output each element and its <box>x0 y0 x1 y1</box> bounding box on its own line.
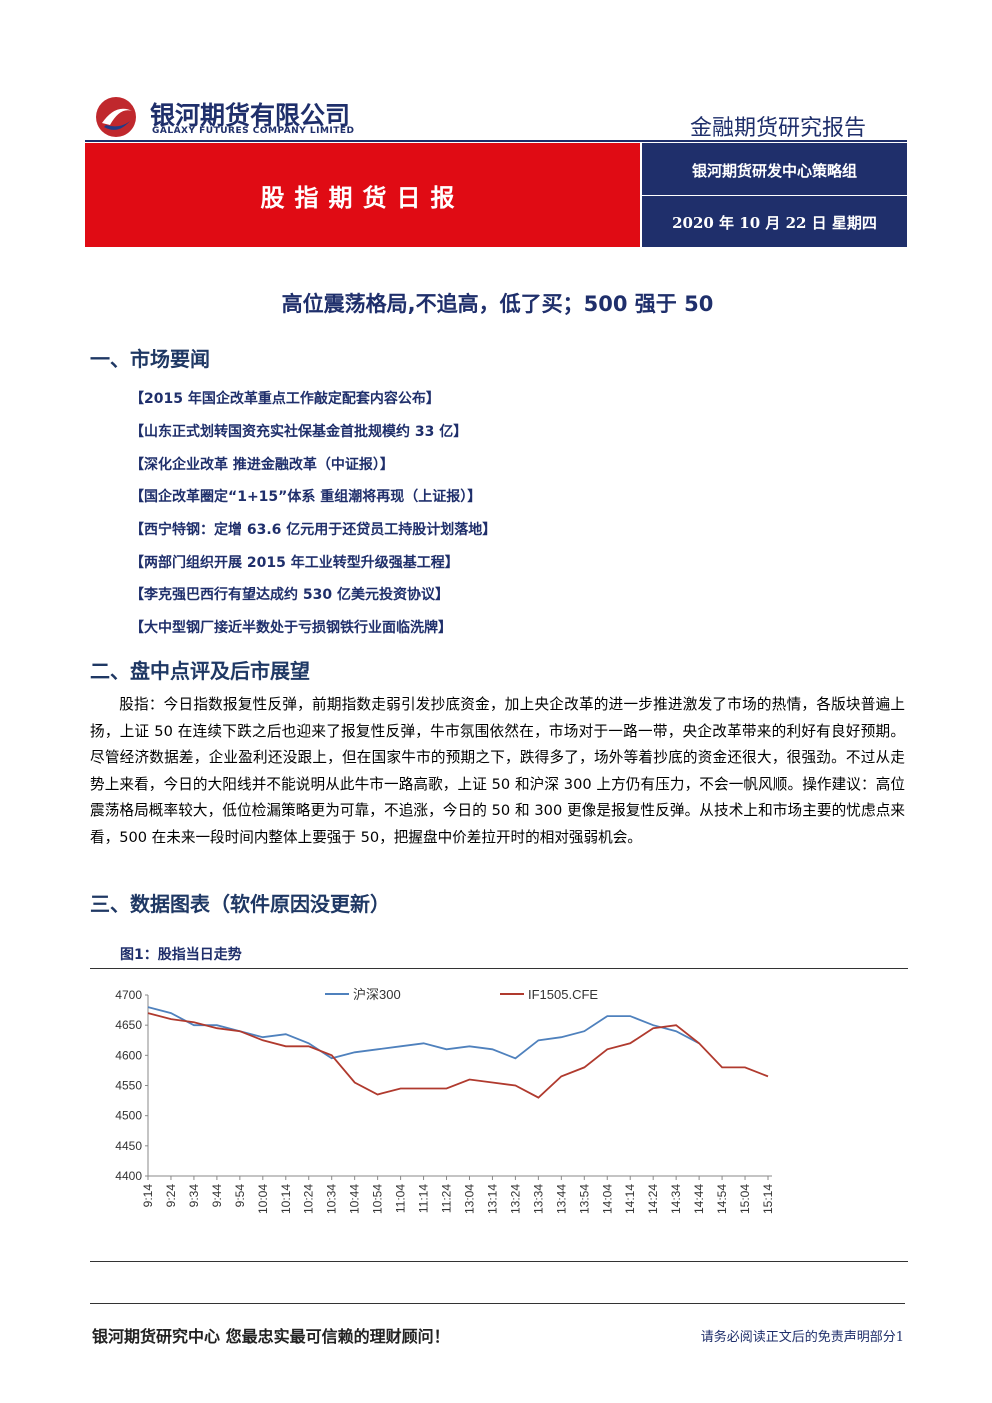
news-item: 【两部门组织开展 2015 年工业转型升级强基工程】 <box>130 555 459 571</box>
y-tick-label: 4500 <box>115 1109 142 1123</box>
y-tick-label: 4550 <box>115 1079 142 1093</box>
series-line <box>147 1006 700 1060</box>
x-tick-label: 9:34 <box>187 1184 201 1208</box>
x-tick-label: 10:54 <box>371 1184 385 1214</box>
news-item: 【深化企业改革 推进金融改革（中证报）】 <box>130 457 394 473</box>
news-item: 【山东正式划转国资充实社保基金首批规模约 33 亿】 <box>130 424 468 440</box>
x-tick-label: 14:54 <box>715 1184 729 1214</box>
footer-rule <box>90 1303 905 1304</box>
x-tick-label: 15:14 <box>761 1184 775 1214</box>
x-tick-label: 14:14 <box>623 1184 637 1214</box>
figure-rule <box>90 968 908 969</box>
y-tick-label: 4700 <box>115 988 142 1002</box>
news-item: 【大中型钢厂接近半数处于亏损钢铁行业面临洗牌】 <box>130 620 452 636</box>
report-type: 金融期货研究报告 <box>690 116 867 141</box>
y-tick-label: 4400 <box>115 1169 142 1183</box>
y-tick-label: 4600 <box>115 1048 142 1062</box>
x-tick-label: 9:54 <box>233 1184 247 1208</box>
x-tick-label: 10:34 <box>325 1184 339 1214</box>
x-tick-label: 14:24 <box>646 1184 660 1214</box>
x-tick-label: 14:04 <box>600 1184 614 1214</box>
date: 2020 年 10 月 22 日 星期四 <box>672 214 877 232</box>
x-tick-label: 9:14 <box>141 1184 155 1208</box>
rule <box>85 140 907 142</box>
x-tick-label: 10:44 <box>348 1184 362 1214</box>
x-tick-label: 11:24 <box>440 1184 454 1213</box>
y-tick-label: 4650 <box>115 1018 142 1032</box>
company-name: 银河期货有限公司 <box>150 101 351 130</box>
x-tick-label: 13:34 <box>531 1184 545 1214</box>
x-tick-label: 13:44 <box>554 1184 568 1214</box>
news-item: 【西宁特钢：定增 63.6 亿元用于还贷员工持股计划落地】 <box>130 522 497 538</box>
figure-title: 图1：股指当日走势 <box>120 947 242 963</box>
footer-disclaimer: 请务必阅读正文后的免责声明部分1 <box>700 1330 904 1345</box>
section-heading: 三、数据图表（软件原因没更新） <box>90 892 390 916</box>
paragraph: 股指：今日指数报复性反弹，前期指数走弱引发抄底资金，加上央企改革的进一步推进激发… <box>90 696 905 846</box>
info-divider <box>642 195 907 196</box>
x-tick-label: 9:24 <box>164 1184 178 1208</box>
chart: 4400 4450 4500 4550 4600 4650 4700 9:14 9:24 9:34… <box>115 987 775 1214</box>
banner <box>85 143 640 247</box>
doc-title: 高位震荡格局,不追高，低了买；500 强于 50 <box>281 292 714 316</box>
news-item: 【2015 年国企改革重点工作敲定配套内容公布】 <box>130 391 440 407</box>
logo <box>96 97 136 137</box>
x-tick-label: 13:54 <box>577 1184 591 1214</box>
x-tick-label: 10:04 <box>256 1184 270 1214</box>
news-item: 【国企改革圈定“1+15”体系 重组潮将再现（上证报）】 <box>130 489 482 505</box>
x-tick-label: 14:34 <box>669 1184 683 1214</box>
y-tick-label: 4450 <box>115 1139 142 1153</box>
banner-title: 股指期货日报 <box>260 183 465 212</box>
x-tick-label: 13:04 <box>462 1184 476 1214</box>
x-tick-label: 11:04 <box>394 1184 408 1213</box>
x-tick-label: 11:14 <box>417 1184 431 1213</box>
figure-rule <box>90 1261 908 1262</box>
footer-slogan: 银河期货研究中心 您最忠实最可信赖的理财顾问！ <box>92 1327 450 1346</box>
x-tick-label: 15:04 <box>738 1184 752 1214</box>
x-tick-label: 13:24 <box>508 1184 522 1214</box>
x-tick-label: 10:24 <box>302 1184 316 1214</box>
x-tick-label: 10:14 <box>279 1184 293 1214</box>
news-item: 【李克强巴西行有望达成约 530 亿美元投资协议】 <box>130 587 449 603</box>
team: 银河期货研发中心策略组 <box>691 162 857 180</box>
series-line <box>147 1012 769 1099</box>
legend-label: IF1505.CFE <box>528 987 598 1002</box>
x-tick-label: 9:44 <box>210 1184 224 1208</box>
legend-label: 沪深300 <box>353 987 401 1002</box>
x-tick-label: 14:44 <box>692 1184 706 1214</box>
x-tick-label: 13:14 <box>485 1184 499 1214</box>
company-name-en: GALAXY FUTURES COMPANY LIMITED <box>152 126 355 136</box>
section-heading: 二、盘中点评及后市展望 <box>90 659 310 683</box>
section-heading: 一、市场要闻 <box>90 347 210 371</box>
